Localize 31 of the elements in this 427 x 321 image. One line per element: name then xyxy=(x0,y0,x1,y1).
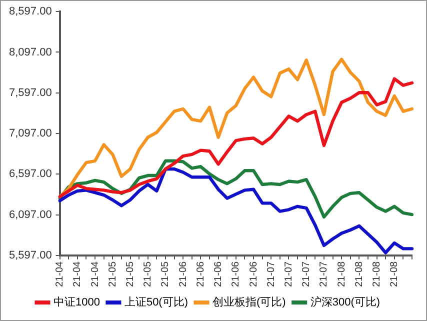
x-tick-label: 21-05 xyxy=(142,260,154,287)
y-tick-label: 7,597.00 xyxy=(8,86,52,99)
x-tick-label: 21-08 xyxy=(336,260,348,287)
x-tick-label: 21-04 xyxy=(54,260,66,287)
x-tick-label: 21-05 xyxy=(107,260,118,287)
x-tick-label: 21-04 xyxy=(90,260,101,287)
legend-label: 创业板指(可比) xyxy=(212,296,286,309)
x-tick-label: 21-06 xyxy=(178,260,189,287)
x-tick-label: 21-06 xyxy=(248,260,260,287)
x-tick-label: 21-06 xyxy=(213,260,224,287)
y-tick-label: 5,597.00 xyxy=(8,249,52,262)
y-tick-label: 8,597.00 xyxy=(8,6,52,18)
x-tick-label: 21-07 xyxy=(318,260,330,287)
x-tick-label: 21-08 xyxy=(354,260,365,287)
y-tick-label: 8,097.00 xyxy=(8,46,52,58)
x-tick-label: 21-07 xyxy=(301,260,312,287)
x-tick-label: 21-05 xyxy=(160,260,172,287)
y-tick-label: 6,597.00 xyxy=(8,168,52,180)
x-tick-label: 21-07 xyxy=(283,260,294,287)
legend-label: 沪深300(可比) xyxy=(310,296,380,309)
legend-label: 中证1000 xyxy=(53,296,100,309)
y-tick-label: 6,097.00 xyxy=(8,208,52,221)
x-tick-label: 21-07 xyxy=(266,260,277,287)
x-tick-label: 21-08 xyxy=(389,260,400,287)
x-tick-label: 21-06 xyxy=(195,260,206,287)
x-tick-label: 21-08 xyxy=(372,260,383,287)
x-tick-label: 21-05 xyxy=(125,260,136,287)
x-tick-label: 21-04 xyxy=(72,260,84,287)
x-tick-label: 21-06 xyxy=(230,260,242,287)
legend-label: 上证50(可比) xyxy=(124,296,188,309)
y-tick-label: 7,097.00 xyxy=(8,128,52,140)
